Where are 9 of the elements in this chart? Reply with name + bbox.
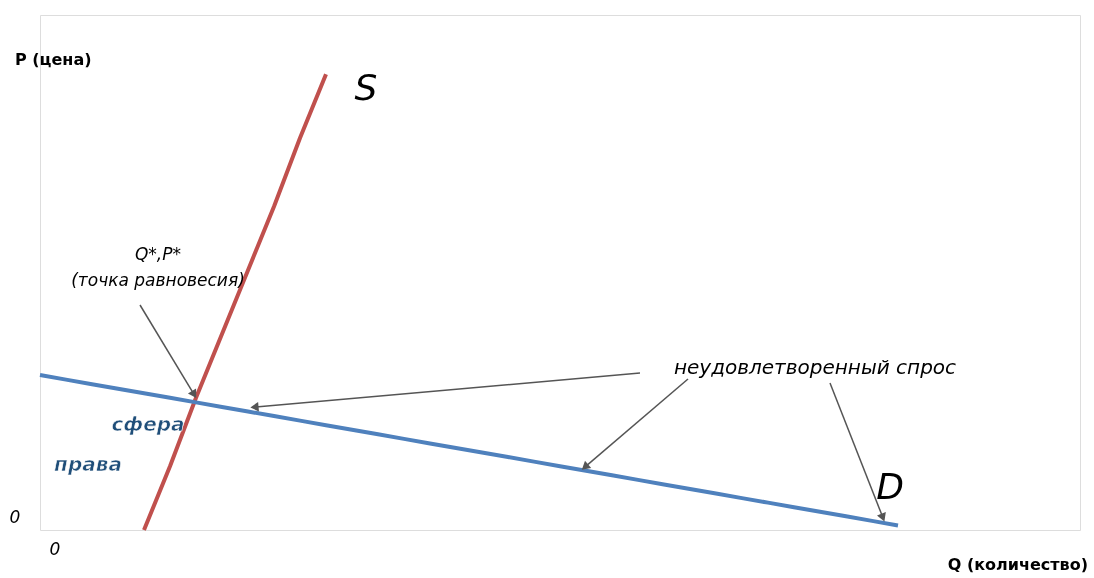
- text: 0: [9, 507, 21, 527]
- text: 0: [49, 539, 61, 559]
- x-axis-title: Q (количество): [947, 555, 1088, 574]
- annotation: сфера права: [54, 412, 185, 476]
- series-label: D: [876, 466, 904, 508]
- annotation: Q*,P* (точка равновесия): [71, 244, 245, 290]
- y-axis-title: P (цена): [15, 50, 92, 69]
- series-label: S: [354, 67, 378, 109]
- annotation: неудовлетворенный спрос: [673, 355, 957, 379]
